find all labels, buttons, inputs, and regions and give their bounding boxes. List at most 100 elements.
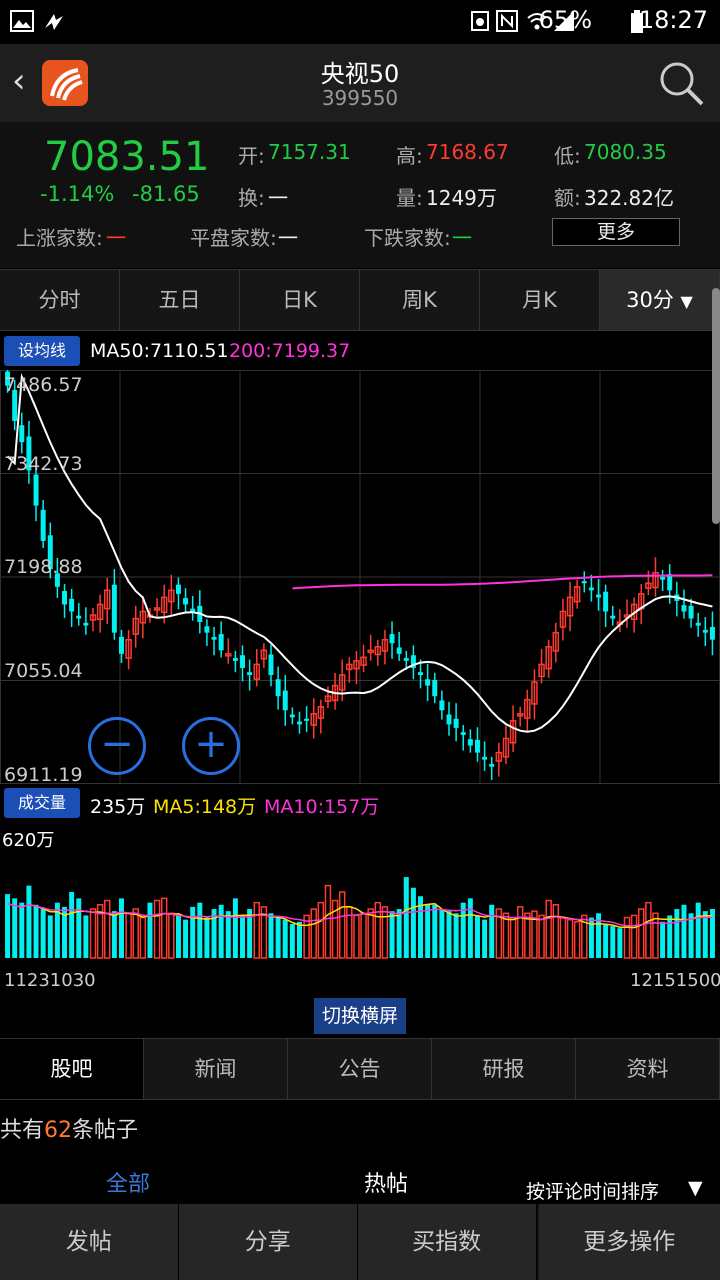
volume-bar xyxy=(268,913,274,958)
volume-bar xyxy=(204,917,210,958)
candle xyxy=(183,598,189,605)
app-logo xyxy=(42,60,88,106)
candle xyxy=(524,698,531,719)
candle xyxy=(324,695,332,702)
volume-button[interactable]: 成交量 xyxy=(4,788,80,818)
back-icon[interactable]: ‹ xyxy=(12,61,26,101)
candle xyxy=(139,610,147,624)
share-button[interactable]: 分享 xyxy=(179,1204,358,1280)
volume-bar xyxy=(211,909,217,958)
volume-bar xyxy=(54,902,60,958)
recycle-icon xyxy=(471,11,489,31)
candle xyxy=(153,607,161,611)
tab-five-day[interactable]: 五日 xyxy=(120,270,240,330)
candle xyxy=(495,751,503,762)
candle xyxy=(652,571,659,589)
volume-bar xyxy=(111,911,117,958)
scrollbar[interactable] xyxy=(712,288,720,524)
tab-forum[interactable]: 股吧 xyxy=(0,1039,144,1099)
candle xyxy=(296,721,302,725)
zoom-in-button[interactable]: + xyxy=(182,717,240,775)
volume-bar xyxy=(197,902,203,958)
candle xyxy=(610,615,616,619)
candle xyxy=(695,622,701,626)
volume-bar xyxy=(652,912,659,959)
candle xyxy=(559,610,567,628)
candle xyxy=(403,658,409,661)
candle xyxy=(702,629,708,633)
tab-30min[interactable]: 30分 ▼ xyxy=(600,270,720,330)
candlestick-chart[interactable]: 7486.57 7342.73 7198.88 7055.04 6911.19 xyxy=(0,370,720,784)
post-count-prefix: 共有 xyxy=(0,1118,45,1143)
post-count: 共有62条帖子 xyxy=(0,1112,138,1144)
tab-weekly-k[interactable]: 周K xyxy=(360,270,480,330)
volume-bar xyxy=(240,915,246,958)
zoom-out-button[interactable]: − xyxy=(88,717,146,775)
turnover-label: 换: xyxy=(238,186,265,210)
volume-bar xyxy=(573,921,581,959)
volume-bar xyxy=(40,909,46,958)
volume-bar xyxy=(260,906,268,959)
candle xyxy=(96,603,104,621)
volume-bar xyxy=(282,919,288,958)
filter-all[interactable]: 全部 xyxy=(106,1172,151,1197)
tab-announcements[interactable]: 公告 xyxy=(288,1039,432,1099)
candle xyxy=(240,655,246,668)
candle xyxy=(460,732,466,735)
landscape-button[interactable]: 切换横屏 xyxy=(314,998,406,1034)
set-ma-button[interactable]: 设均线 xyxy=(4,336,80,366)
candle xyxy=(467,739,473,746)
tab-monthly-k[interactable]: 月K xyxy=(480,270,600,330)
candle xyxy=(289,714,295,718)
volume-bar xyxy=(168,912,175,959)
filter-hot[interactable]: 热帖 xyxy=(364,1172,409,1197)
candle xyxy=(432,679,438,697)
candle xyxy=(446,714,452,725)
volume-bar xyxy=(552,904,560,959)
more-actions-button[interactable]: 更多操作 xyxy=(536,1204,720,1280)
candle xyxy=(453,718,459,728)
more-button[interactable]: 更多 xyxy=(552,218,680,246)
volume-bar xyxy=(183,919,189,958)
volume-bar xyxy=(190,906,196,958)
volume-bar xyxy=(76,898,82,958)
volume-bar xyxy=(374,901,382,959)
volume-bar xyxy=(660,921,666,958)
x-end-label: 12151500 xyxy=(630,970,720,991)
candle xyxy=(190,608,196,612)
sort-dropdown[interactable]: 按评论时间排序 xyxy=(526,1181,660,1203)
candle xyxy=(545,646,552,670)
candle xyxy=(132,617,139,635)
volume-bar xyxy=(125,912,132,959)
candle xyxy=(367,649,374,654)
volume-bar xyxy=(296,921,302,958)
tab-profile[interactable]: 资料 xyxy=(576,1039,720,1099)
tab-daily-k[interactable]: 日K xyxy=(240,270,360,330)
y-tick-label: 7198.88 xyxy=(4,556,83,578)
battery-icon xyxy=(631,10,643,33)
volume-bar xyxy=(610,926,616,958)
chevron-down-icon[interactable]: ▼ xyxy=(688,1177,703,1199)
volume-chart[interactable]: 620万 xyxy=(0,822,720,962)
candle xyxy=(596,594,602,598)
tab-research[interactable]: 研报 xyxy=(432,1039,576,1099)
volume-bar xyxy=(495,908,503,959)
up-count: 一 xyxy=(106,226,126,250)
x-start-label: 11231030 xyxy=(4,970,96,991)
tab-news[interactable]: 新闻 xyxy=(144,1039,288,1099)
volume-bar xyxy=(688,913,694,958)
chevron-down-icon: ▼ xyxy=(680,292,693,311)
search-icon[interactable] xyxy=(656,58,706,108)
candle xyxy=(275,679,281,697)
volume-bar xyxy=(338,891,346,959)
clock: 18:27 xyxy=(638,6,708,34)
buy-index-button[interactable]: 买指数 xyxy=(358,1204,537,1280)
nfc-icon xyxy=(496,10,518,32)
change-value: -81.65 xyxy=(132,182,200,206)
candle xyxy=(566,596,574,617)
tab-intraday[interactable]: 分时 xyxy=(0,270,120,330)
post-button[interactable]: 发帖 xyxy=(0,1204,179,1280)
volume-bar xyxy=(218,904,224,958)
candle xyxy=(502,737,510,758)
volume-bar xyxy=(317,901,325,959)
